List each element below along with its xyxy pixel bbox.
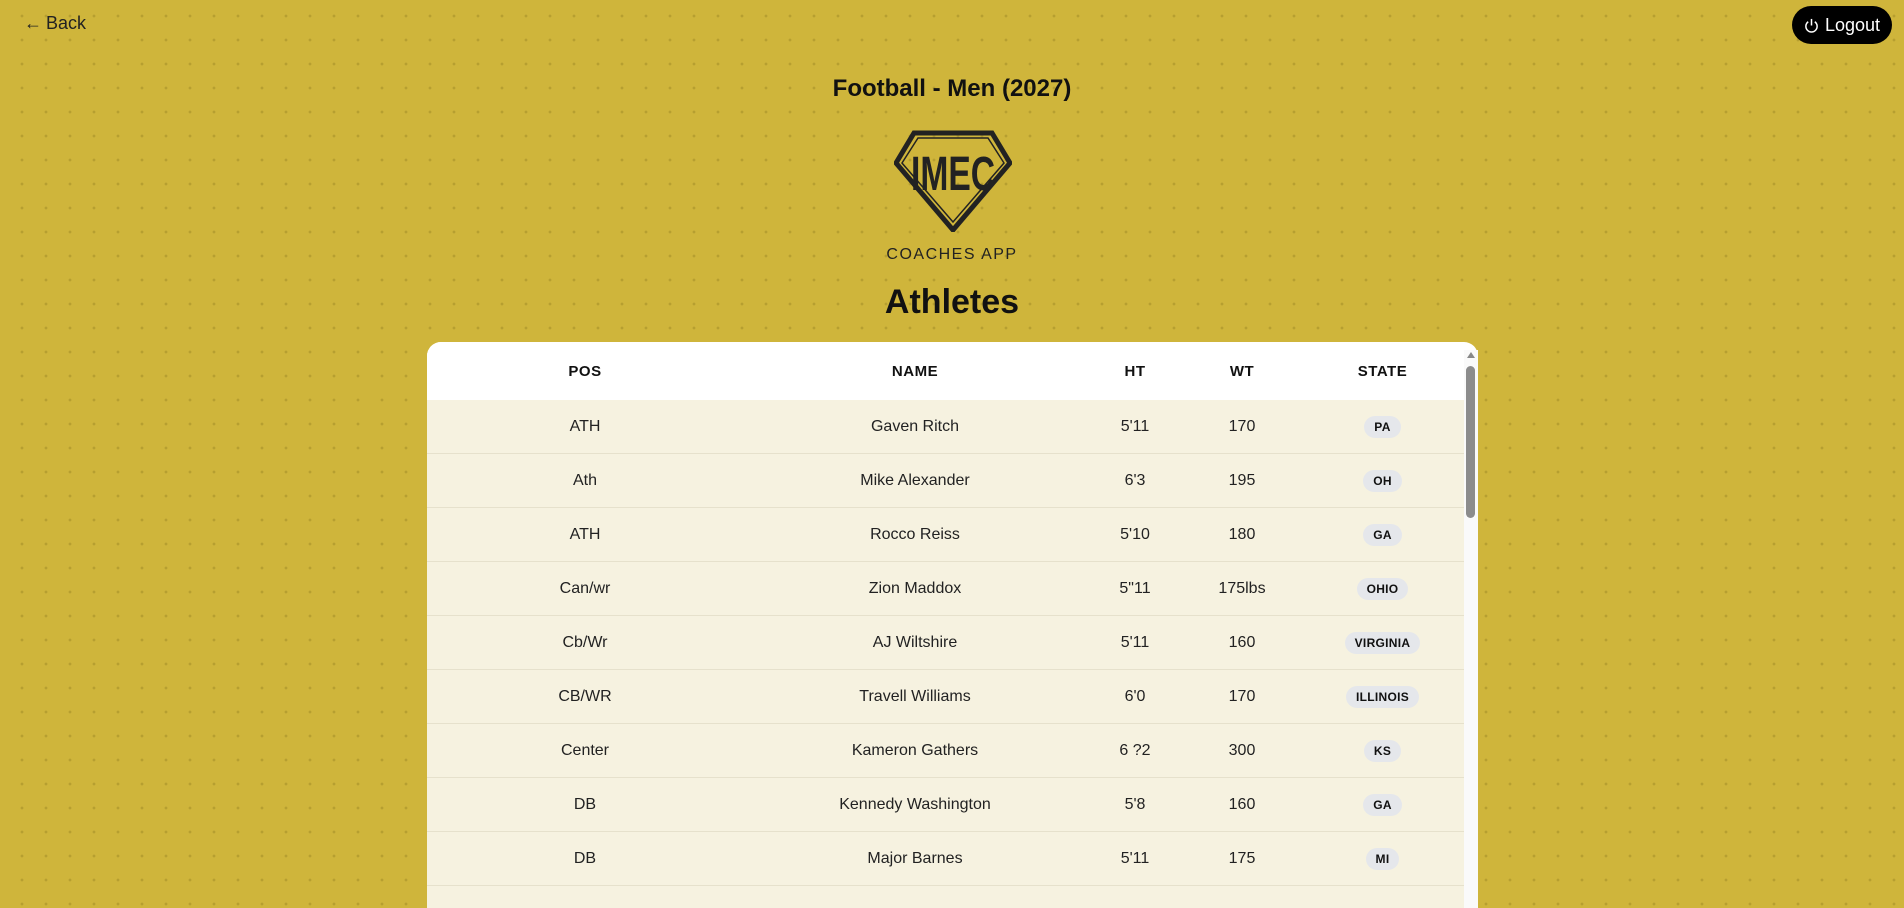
cell-wt: 170 — [1228, 687, 1256, 705]
cell-state: MI — [1301, 832, 1464, 885]
cell-name: Major Barnes — [867, 849, 963, 867]
cell-name: Kennedy Washington — [839, 795, 991, 813]
table-scrollbar[interactable] — [1464, 350, 1478, 908]
cell-ht: 6'3 — [1124, 471, 1146, 489]
state-badge: PA — [1364, 415, 1401, 438]
cell-wt: 195 — [1228, 471, 1256, 489]
cell-name: Zion Maddox — [868, 579, 962, 597]
cell-ht: 5'10 — [1120, 525, 1150, 543]
table-row[interactable]: Cb/Wr AJ Wiltshire 5'11 160 VIRGINIA — [427, 616, 1464, 670]
cell-ht: 5"11 — [1119, 579, 1151, 597]
table-header: POS NAME HT WT STATE — [427, 342, 1464, 400]
table-row[interactable]: DB Major Barnes 5'11 175 MI — [427, 832, 1464, 886]
column-header-ht[interactable]: HT — [1124, 362, 1146, 380]
table-row[interactable]: Can/wr Zion Maddox 5"11 175lbs OHIO — [427, 562, 1464, 616]
power-icon — [1805, 18, 1818, 33]
state-badge: MI — [1365, 847, 1400, 870]
scroll-up-arrow-icon[interactable] — [1467, 352, 1475, 358]
state-badge: GA — [1363, 793, 1402, 816]
cell-wt: 160 — [1228, 795, 1256, 813]
cell-name: Gaven Ritch — [870, 417, 960, 435]
cell-state: OHIO — [1301, 562, 1464, 615]
logout-label: Logout — [1824, 14, 1881, 35]
state-badge: KS — [1363, 739, 1402, 762]
cell-name: Rocco Reiss — [870, 525, 960, 543]
cell-state: OH — [1301, 454, 1464, 507]
cell-ht: 6'0 — [1124, 687, 1146, 705]
state-badge: OH — [1363, 469, 1402, 492]
column-header-name[interactable]: NAME — [891, 362, 939, 380]
back-link[interactable]: ← Back — [24, 13, 86, 34]
cell-state: ILLINOIS — [1301, 670, 1464, 723]
cell-ht: 5'11 — [1120, 849, 1150, 867]
section-heading: Athletes — [884, 283, 1020, 321]
cell-ht: 5'8 — [1124, 795, 1146, 813]
cell-name: Kameron Gathers — [851, 741, 979, 759]
table-row[interactable]: Ath Mike Alexander 6'3 195 OH — [427, 454, 1464, 508]
table-row[interactable]: ATH Gaven Ritch 5'11 170 PA — [427, 400, 1464, 454]
cell-state: GA — [1301, 778, 1464, 831]
column-header-state[interactable]: STATE — [1357, 362, 1408, 380]
cell-pos: Center — [560, 741, 610, 759]
logout-button[interactable]: Logout — [1792, 6, 1892, 44]
table-row[interactable]: Center Kameron Gathers 6 ?2 300 KS — [427, 724, 1464, 778]
cell-wt: 180 — [1228, 525, 1256, 543]
cell-pos: DB — [573, 849, 597, 867]
cell-pos: ATH — [569, 417, 601, 435]
athletes-table: POS NAME HT WT STATE ATH Gaven Ritch 5'11 1… — [427, 342, 1478, 908]
table-row[interactable]: CB/WR Travell Williams 6'0 170 ILLINOIS — [427, 670, 1464, 724]
cell-name: Travell Williams — [859, 687, 971, 705]
state-badge: VIRGINIA — [1344, 631, 1421, 654]
cell-state: GA — [1301, 508, 1464, 561]
cell-ht: 5'11 — [1120, 417, 1150, 435]
cell-wt: 175lbs — [1218, 579, 1266, 597]
column-header-wt[interactable]: WT — [1229, 362, 1255, 380]
cell-wt: 160 — [1228, 633, 1256, 651]
cell-pos: CB/WR — [558, 687, 612, 705]
imec-logo: IMEC — [894, 130, 1012, 232]
cell-ht: 5'11 — [1120, 633, 1150, 651]
state-badge: GA — [1363, 523, 1402, 546]
cell-name: AJ Wiltshire — [872, 633, 958, 651]
page-title: Football - Men (2027) — [832, 75, 1072, 102]
cell-pos: Can/wr — [559, 579, 611, 597]
cell-pos: DB — [573, 795, 597, 813]
table-row[interactable]: DB Kennedy Washington 5'8 160 GA — [427, 778, 1464, 832]
scrollbar-thumb[interactable] — [1466, 366, 1475, 518]
cell-ht: 6 ?2 — [1119, 741, 1151, 759]
back-label: Back — [46, 13, 87, 33]
cell-pos: Ath — [572, 471, 597, 489]
cell-wt: 300 — [1228, 741, 1256, 759]
table-row-partial[interactable] — [427, 886, 1464, 908]
cell-state: KS — [1301, 724, 1464, 777]
state-badge: OHIO — [1356, 577, 1409, 600]
table-row[interactable]: ATH Rocco Reiss 5'10 180 GA — [427, 508, 1464, 562]
cell-state: VIRGINIA — [1301, 616, 1464, 669]
column-header-pos[interactable]: POS — [568, 362, 602, 380]
cell-name: Mike Alexander — [860, 471, 970, 489]
cell-state: PA — [1301, 400, 1464, 453]
cell-pos: Cb/Wr — [562, 633, 608, 651]
cell-wt: 170 — [1228, 417, 1256, 435]
cell-pos: ATH — [569, 525, 601, 543]
cell-wt: 175 — [1228, 849, 1256, 867]
arrow-left-icon: ← — [24, 13, 42, 33]
state-badge: ILLINOIS — [1345, 685, 1420, 708]
svg-text:IMEC: IMEC — [911, 148, 995, 201]
app-subtitle: COACHES APP — [886, 246, 1018, 263]
